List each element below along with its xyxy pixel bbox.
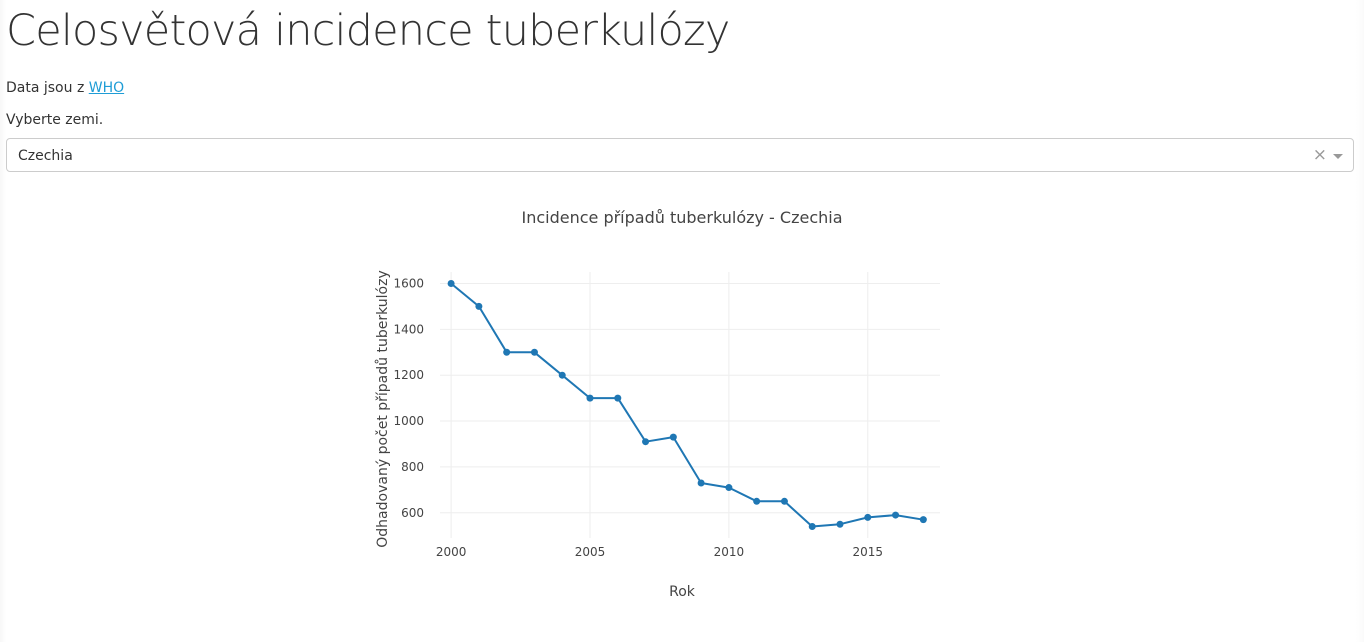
tb-incidence-chart: Incidence případů tuberkulózy - Czechia … (375, 208, 940, 600)
y-tick-label-800: 800 (401, 460, 424, 474)
y-tick-label-1400: 1400 (393, 322, 424, 336)
axes: 600 800 1000 1200 1400 1600 2000 2005 2010 2015 (393, 276, 883, 559)
data-point-2000 (447, 279, 455, 287)
source-line: Data jsou z WHO (6, 78, 124, 98)
y-tick-label-1000: 1000 (393, 414, 424, 428)
data-point-2013 (808, 523, 816, 531)
chevron-down-icon[interactable] (1333, 154, 1343, 159)
data-point-2002 (503, 348, 511, 356)
data-point-2005 (586, 394, 594, 402)
chart-title: Incidence případů tuberkulózy - Czechia (521, 208, 842, 227)
clear-icon[interactable]: × (1312, 145, 1327, 165)
data-point-2012 (780, 497, 788, 505)
x-tick-label-2015: 2015 (853, 545, 884, 559)
data-point-2016 (892, 511, 900, 519)
data-point-2009 (697, 479, 705, 487)
data-point-2015 (864, 513, 872, 521)
data-point-2008 (669, 433, 677, 441)
data-point-2014 (836, 520, 844, 528)
data-point-2010 (725, 484, 733, 492)
data-point-2003 (530, 348, 538, 356)
y-tick-label-1200: 1200 (393, 368, 424, 382)
who-link[interactable]: WHO (88, 80, 125, 96)
x-tick-label-2005: 2005 (575, 545, 606, 559)
grid-lines (440, 272, 940, 538)
data-point-2007 (642, 438, 650, 446)
country-dropdown[interactable]: Czechia × (6, 138, 1354, 172)
data-point-2006 (614, 394, 622, 402)
page-title: Celosvětová incidence tuberkulózy (6, 6, 730, 56)
y-tick-label-1600: 1600 (393, 276, 424, 290)
x-tick-label-2000: 2000 (436, 545, 467, 559)
x-axis-title: Rok (669, 584, 696, 600)
data-point-2004 (558, 371, 566, 379)
data-point-2001 (475, 302, 483, 310)
y-tick-label-600: 600 (401, 506, 424, 520)
y-axis-title: Odhadovaný počet případů tuberkulózy (375, 270, 391, 547)
data-point-2017 (919, 516, 927, 524)
country-select-label: Vyberte zemi. (6, 112, 104, 128)
x-tick-label-2010: 2010 (714, 545, 745, 559)
country-dropdown-value: Czechia (18, 148, 73, 164)
series-tb-cases (447, 279, 927, 531)
source-prefix: Data jsou z (6, 80, 89, 96)
data-point-2011 (753, 497, 761, 505)
series-line (450, 282, 924, 528)
